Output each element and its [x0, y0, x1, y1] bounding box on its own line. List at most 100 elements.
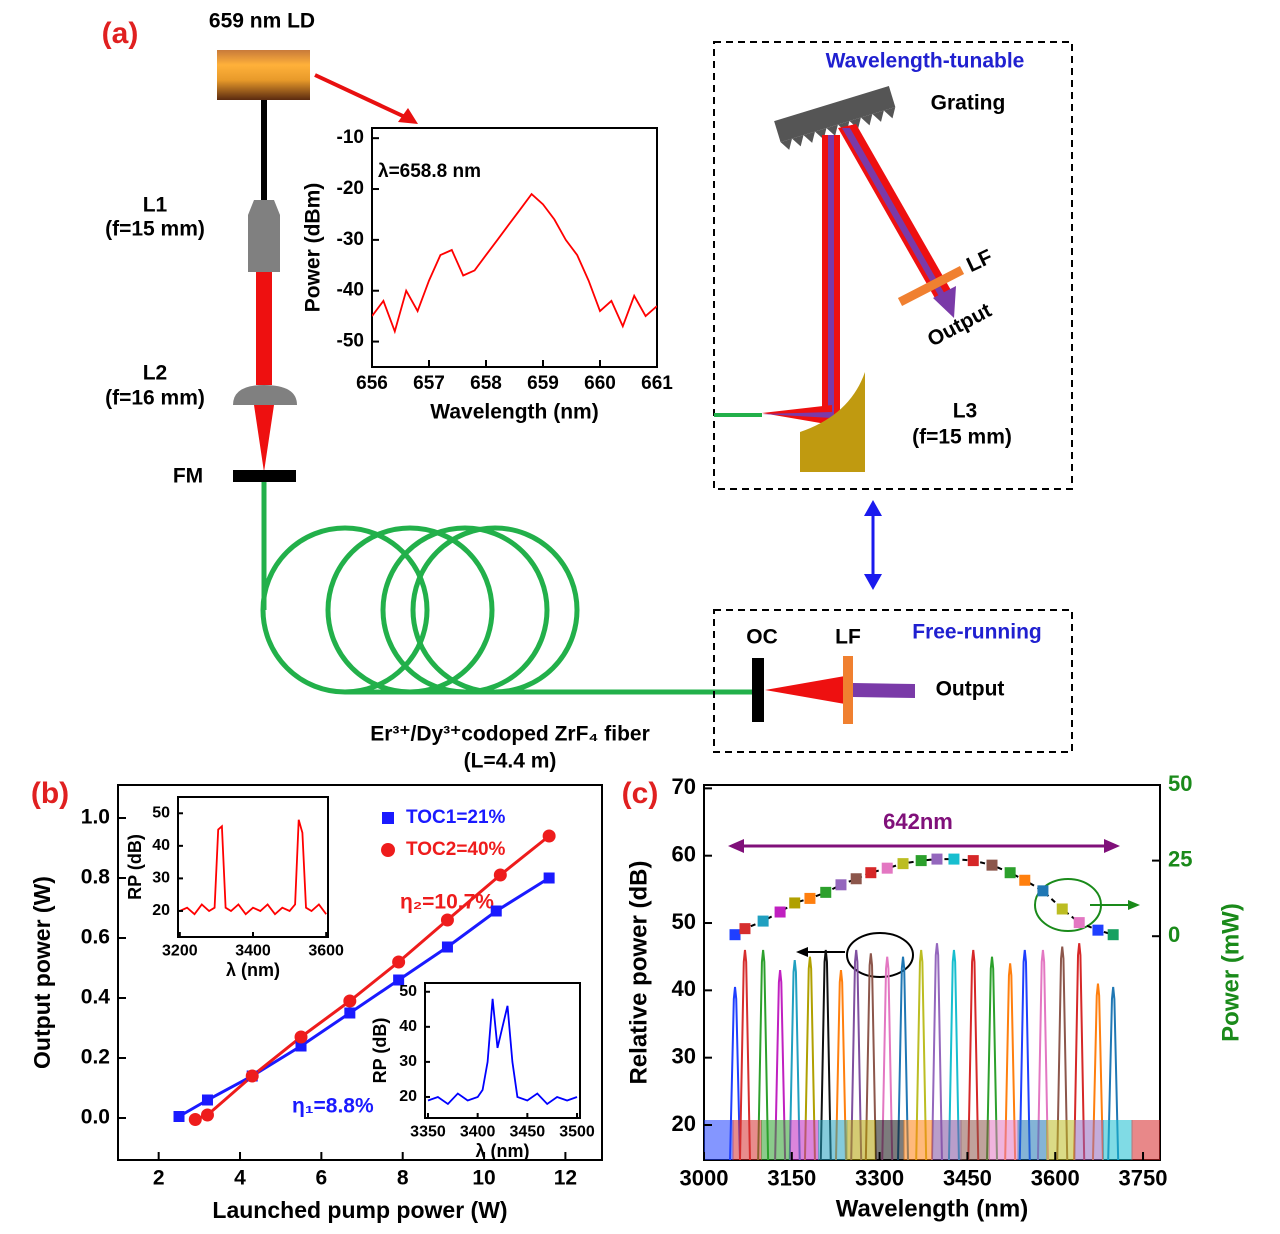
- y-tick-label: 20: [399, 1088, 417, 1105]
- y-tick-label: 0.6: [81, 926, 110, 949]
- x-tick-label: 6: [316, 1166, 328, 1189]
- x-tick-label: 656: [356, 373, 388, 394]
- noise-floor: [1074, 1120, 1104, 1160]
- oc: [752, 658, 764, 722]
- x-axis-title: Wavelength (nm): [836, 1195, 1028, 1222]
- y-axis-title: Output power (W): [29, 876, 55, 1069]
- oc-label: OC: [746, 626, 778, 649]
- fm: [233, 470, 296, 482]
- y2-tick-label: 25: [1168, 846, 1192, 871]
- output-arrow: [933, 286, 956, 318]
- l3-focal: (f=15 mm): [912, 426, 1012, 449]
- y-tick-label: 40: [399, 1018, 417, 1035]
- y-axis-title: Relative power (dB): [625, 860, 652, 1084]
- spectral-peak: [930, 943, 943, 1160]
- spectral-peak: [1091, 983, 1104, 1160]
- noise-floor: [846, 1120, 876, 1160]
- spectral-peak: [1004, 963, 1017, 1160]
- marker: [294, 1030, 308, 1044]
- y-tick-label: -10: [337, 127, 364, 148]
- spectral-peak: [986, 956, 998, 1160]
- marker: [881, 862, 893, 874]
- marker: [173, 1111, 185, 1122]
- noise-floor: [704, 1120, 734, 1160]
- legend-label: TOC1=21%: [406, 807, 506, 828]
- y2-axis-title: Power (mW): [1217, 903, 1244, 1042]
- noise-floor: [732, 1120, 762, 1160]
- x-tick-label: 3300: [855, 1166, 904, 1191]
- laser-diode: [217, 50, 310, 100]
- panel-label: (c): [622, 777, 659, 810]
- beam: [256, 272, 272, 385]
- grating-label: Grating: [931, 92, 1006, 115]
- panel-label: (b): [31, 777, 69, 810]
- marker: [1073, 917, 1085, 929]
- x-axis-title: λ (nm): [226, 960, 280, 980]
- arrow-head: [864, 500, 882, 516]
- fiber: [260, 482, 754, 695]
- spectral-peak: [850, 949, 863, 1160]
- marker: [295, 1040, 307, 1052]
- marker: [344, 1007, 356, 1019]
- y-tick-label: 1.0: [81, 806, 110, 829]
- y-tick-label: 50: [152, 804, 170, 821]
- marker: [1019, 874, 1031, 886]
- spectral-peak: [1056, 946, 1069, 1160]
- beam: [842, 128, 946, 298]
- y-tick-label: 50: [672, 909, 696, 934]
- noise-floor: [1046, 1120, 1076, 1160]
- x-tick-label: 3750: [1119, 1166, 1168, 1191]
- l1-label: L1: [143, 194, 168, 217]
- output-label: Output: [936, 678, 1005, 701]
- spectral-peak: [834, 970, 847, 1160]
- lf: [843, 656, 853, 724]
- plot-frame: [424, 982, 581, 1119]
- series-line: [179, 819, 327, 916]
- marker: [1004, 867, 1016, 879]
- y-tick-label: 60: [672, 842, 696, 867]
- tunable-box: [713, 41, 1073, 490]
- noise-floor: [818, 1120, 848, 1160]
- y-tick-label: -30: [337, 229, 364, 250]
- arrow-head: [728, 839, 744, 853]
- x-axis-title: Wavelength (nm): [430, 401, 598, 424]
- fiber-label: Er³⁺/Dy³⁺codoped ZrF₄ fiber: [370, 723, 650, 746]
- grating: [774, 85, 896, 150]
- free-title: Free-running: [912, 621, 1042, 644]
- x-tick-label: 661: [641, 373, 673, 394]
- noise-floor: [903, 1120, 933, 1160]
- x-tick-label: 3150: [767, 1166, 816, 1191]
- y-tick-label: 30: [672, 1043, 696, 1068]
- marker: [835, 879, 847, 891]
- fm-label: FM: [173, 465, 203, 488]
- marker: [897, 858, 909, 870]
- marker: [1056, 903, 1068, 915]
- noise-floor: [1131, 1120, 1160, 1160]
- l2-focal: (f=16 mm): [105, 387, 205, 410]
- x-tick-label: 4: [234, 1166, 246, 1189]
- noise-floor: [989, 1120, 1019, 1160]
- spectral-peak: [757, 949, 770, 1160]
- marker: [820, 886, 832, 898]
- plot-frame: [371, 127, 658, 368]
- marker: [201, 1094, 213, 1106]
- spectral-peak: [819, 949, 832, 1160]
- spectral-peak: [1036, 949, 1049, 1160]
- panel-c-decor: [728, 839, 1140, 978]
- x-tick-label: 3200: [162, 943, 198, 960]
- marker: [490, 905, 502, 917]
- fiber-length: (L=4.4 m): [464, 750, 557, 773]
- y-tick-label: 70: [672, 774, 696, 799]
- marker: [850, 873, 862, 885]
- plot-frame: [117, 784, 603, 1161]
- marker: [931, 853, 943, 865]
- marker: [441, 941, 453, 953]
- y-tick-label: 0.8: [81, 866, 111, 889]
- y-tick-label: 50: [399, 983, 417, 1000]
- x-tick-label: 10: [472, 1166, 495, 1189]
- annotation: η₂=10.7%: [400, 891, 494, 914]
- spectral-peak: [729, 986, 742, 1160]
- lf-label: LF: [835, 626, 861, 649]
- x-tick-label: 657: [413, 373, 445, 394]
